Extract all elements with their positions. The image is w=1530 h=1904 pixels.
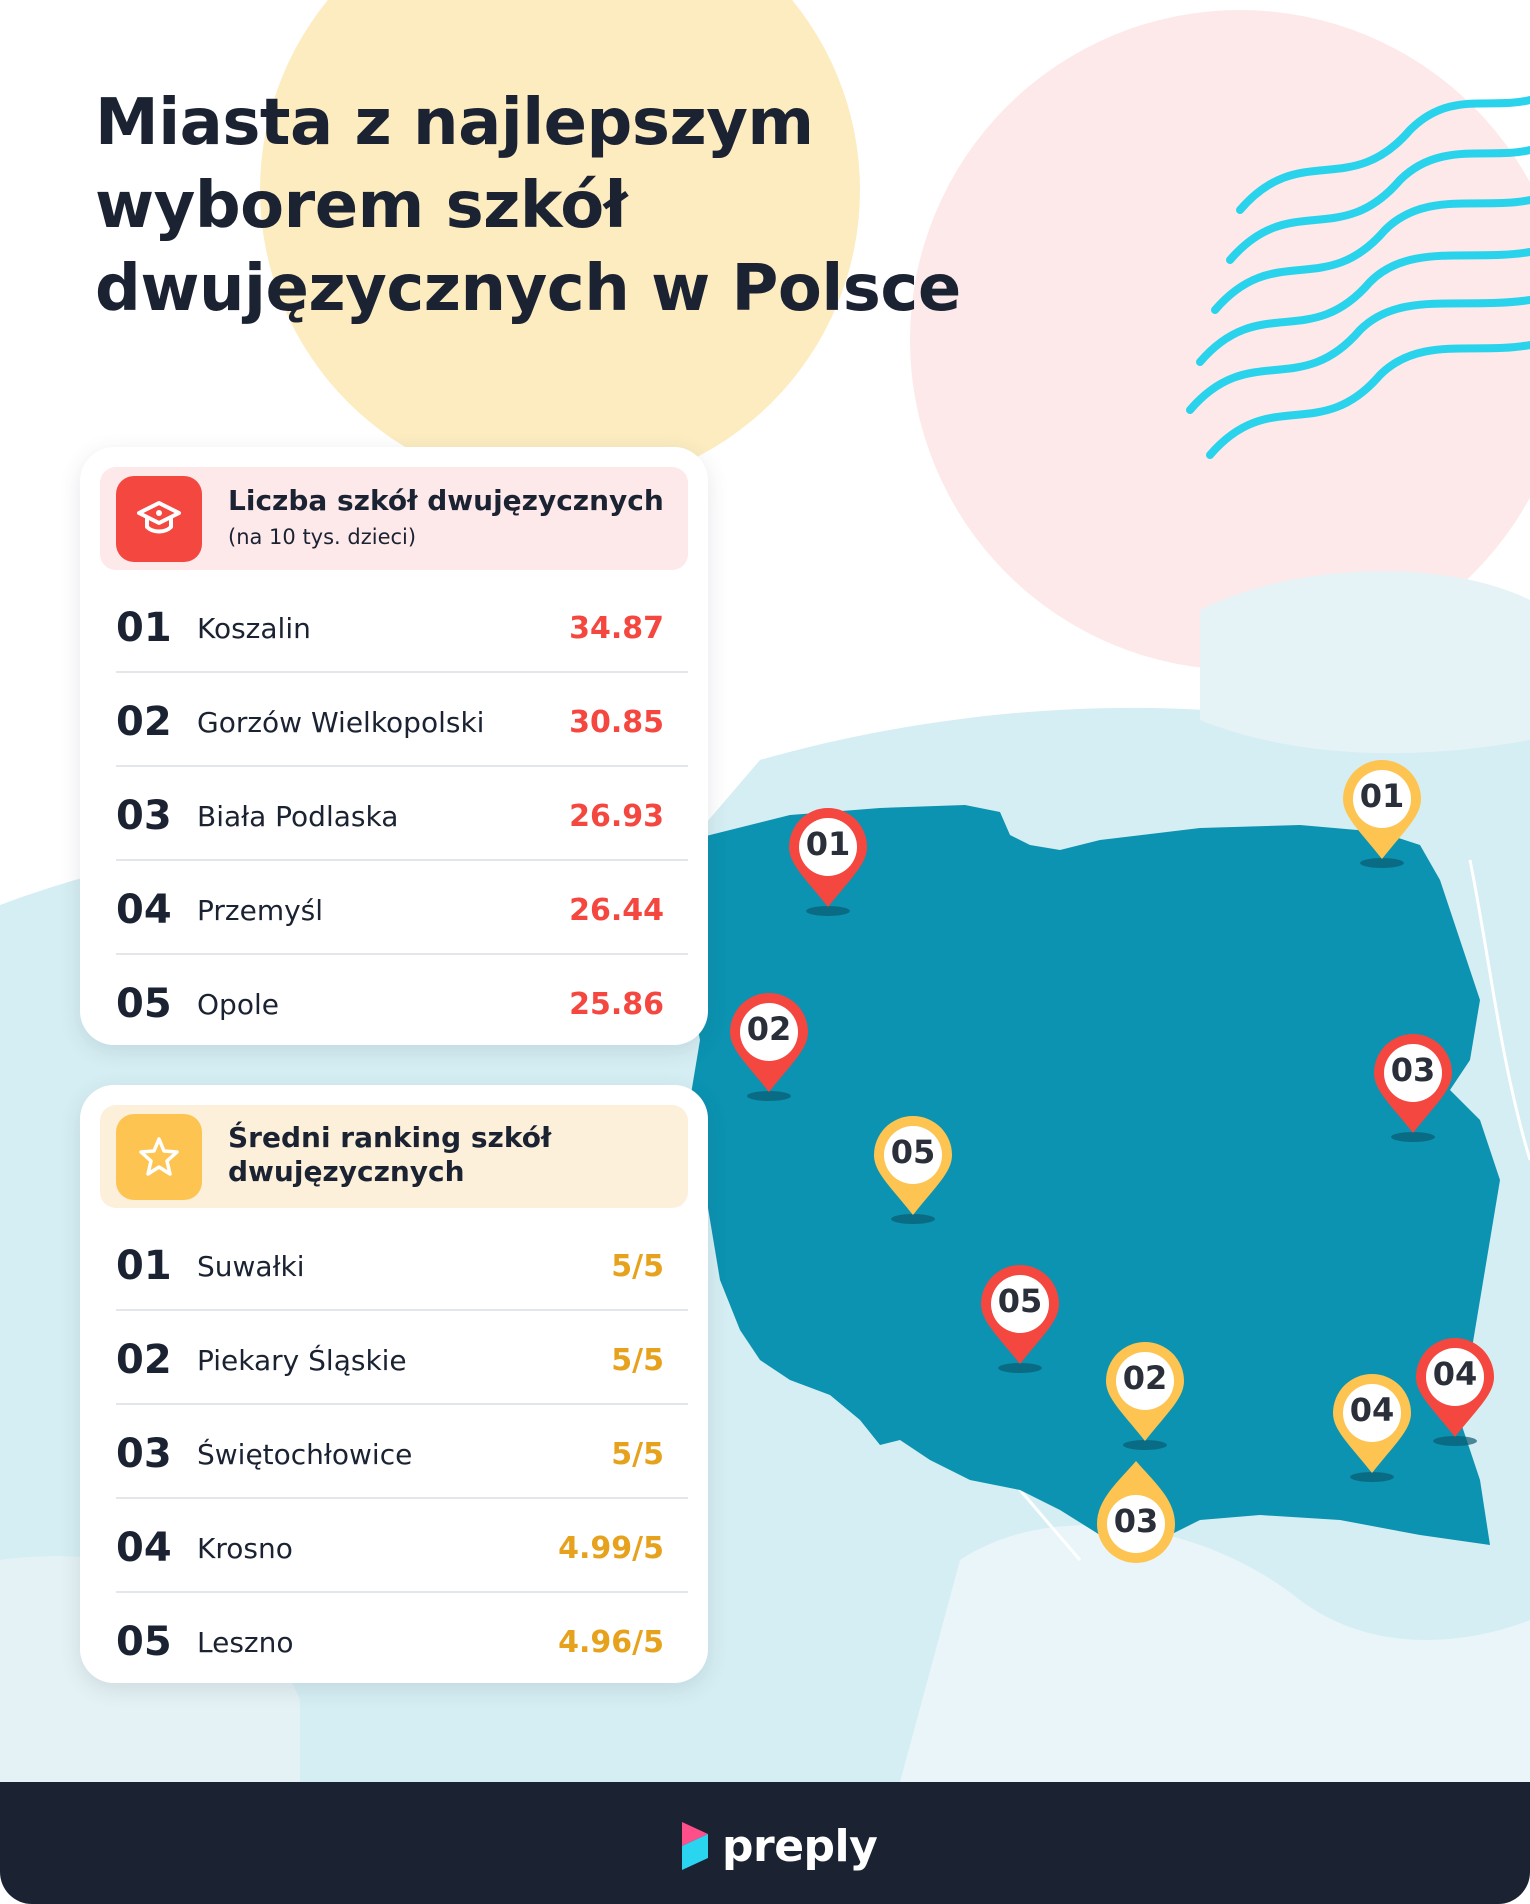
rank-number: 05 xyxy=(116,1619,172,1665)
map-pin-red: 04 xyxy=(1412,1336,1498,1446)
list-item: 02 Gorzów Wielkopolski 30.85 xyxy=(116,673,688,767)
rank-number: 05 xyxy=(116,981,172,1027)
map-pin-yellow: 01 xyxy=(1339,758,1425,868)
list-item: 01 Koszalin 34.87 xyxy=(116,579,688,673)
wave-decoration xyxy=(1186,96,1530,459)
map-pin-yellow: 02 xyxy=(1102,1340,1188,1450)
footer-bar: preply xyxy=(0,1782,1530,1904)
rank-number: 02 xyxy=(116,699,172,745)
city-name: Gorzów Wielkopolski xyxy=(197,706,485,739)
title-line: dwujęzycznych w Polsce xyxy=(95,252,961,326)
value: 5/5 xyxy=(611,1249,664,1284)
map-pin-red: 05 xyxy=(977,1263,1063,1373)
city-name: Koszalin xyxy=(197,612,311,645)
map-pin-red: 01 xyxy=(785,806,871,916)
pin-label: 05 xyxy=(997,1282,1043,1320)
value: 34.87 xyxy=(569,611,664,646)
preply-logo[interactable]: preply xyxy=(680,1816,878,1876)
schools-ranking-card: Średni ranking szkół dwujęzycznych 01 Su… xyxy=(80,1085,708,1683)
city-name: Biała Podlaska xyxy=(197,800,399,833)
list-item: 01 Suwałki 5/5 xyxy=(116,1217,688,1311)
list-item: 05 Leszno 4.96/5 xyxy=(116,1593,688,1685)
rank-number: 01 xyxy=(116,605,172,651)
list-item: 04 Krosno 4.99/5 xyxy=(116,1499,688,1593)
map-pin-red: 03 xyxy=(1370,1032,1456,1142)
map-pin-red: 02 xyxy=(726,991,812,1101)
border-line xyxy=(1468,859,1530,1161)
rank-number: 01 xyxy=(116,1243,172,1289)
rank-number: 04 xyxy=(116,887,172,933)
ranking-list: 01 Suwałki 5/5 02 Piekary Śląskie 5/5 03… xyxy=(116,1217,688,1685)
city-name: Piekary Śląskie xyxy=(197,1344,407,1377)
schools-count-card: Liczba szkół dwujęzycznych (na 10 tys. d… xyxy=(80,447,708,1045)
rank-number: 04 xyxy=(116,1525,172,1571)
logo-text: preply xyxy=(722,1820,878,1872)
list-item: 05 Opole 25.86 xyxy=(116,955,688,1047)
value: 4.96/5 xyxy=(558,1625,664,1660)
page-title: Miasta z najlepszym wyborem szkół dwujęz… xyxy=(95,82,995,331)
rank-number: 02 xyxy=(116,1337,172,1383)
pin-label: 01 xyxy=(805,825,851,863)
card-header: Liczba szkół dwujęzycznych (na 10 tys. d… xyxy=(100,467,688,570)
coast-land xyxy=(1200,571,1530,754)
card-subtitle: (na 10 tys. dzieci) xyxy=(228,525,417,549)
value: 30.85 xyxy=(569,705,664,740)
pin-label: 04 xyxy=(1432,1355,1478,1393)
pin-label: 04 xyxy=(1349,1391,1395,1429)
list-item: 03 Świętochłowice 5/5 xyxy=(116,1405,688,1499)
yellow-blob xyxy=(260,0,860,490)
value: 5/5 xyxy=(611,1343,664,1378)
pin-label: 01 xyxy=(1359,777,1405,815)
pin-label: 03 xyxy=(1113,1502,1159,1540)
southern-land xyxy=(900,1525,1530,1782)
pin-label: 02 xyxy=(746,1010,792,1048)
pin-label: 05 xyxy=(890,1133,936,1171)
preply-logo-icon xyxy=(682,1822,708,1870)
map-pin-yellow: 04 xyxy=(1329,1372,1415,1482)
value: 4.99/5 xyxy=(558,1531,664,1566)
card-title: Średni ranking szkół dwujęzycznych xyxy=(228,1121,551,1189)
rank-number: 03 xyxy=(116,793,172,839)
value: 26.93 xyxy=(569,799,664,834)
map-pin-yellow: 05 xyxy=(870,1114,956,1224)
city-name: Świętochłowice xyxy=(197,1438,413,1471)
card-title: Liczba szkół dwujęzycznych xyxy=(228,484,664,517)
city-name: Suwałki xyxy=(197,1250,305,1283)
value: 25.86 xyxy=(569,987,664,1022)
poland-map xyxy=(685,805,1500,1545)
city-name: Leszno xyxy=(197,1626,294,1659)
city-name: Przemyśl xyxy=(197,894,324,927)
map-pin-yellow: 03 xyxy=(1093,1459,1179,1569)
list-item: 04 Przemyśl 26.44 xyxy=(116,861,688,955)
list-item: 03 Biała Podlaska 26.93 xyxy=(116,767,688,861)
graduation-cap-icon xyxy=(116,476,202,562)
rank-number: 03 xyxy=(116,1431,172,1477)
card-title-line: Średni ranking szkół xyxy=(228,1121,552,1154)
title-line: wyborem szkół xyxy=(95,169,627,243)
pin-label: 03 xyxy=(1390,1051,1436,1089)
title-line: Miasta z najlepszym xyxy=(95,86,814,160)
card-header: Średni ranking szkół dwujęzycznych xyxy=(100,1105,688,1208)
schools-list: 01 Koszalin 34.87 02 Gorzów Wielkopolski… xyxy=(116,579,688,1047)
value: 5/5 xyxy=(611,1437,664,1472)
pin-label: 02 xyxy=(1122,1359,1168,1397)
list-item: 02 Piekary Śląskie 5/5 xyxy=(116,1311,688,1405)
city-name: Opole xyxy=(197,988,279,1021)
star-icon xyxy=(116,1114,202,1200)
city-name: Krosno xyxy=(197,1532,293,1565)
value: 26.44 xyxy=(569,893,664,928)
card-title-line: dwujęzycznych xyxy=(228,1155,465,1188)
